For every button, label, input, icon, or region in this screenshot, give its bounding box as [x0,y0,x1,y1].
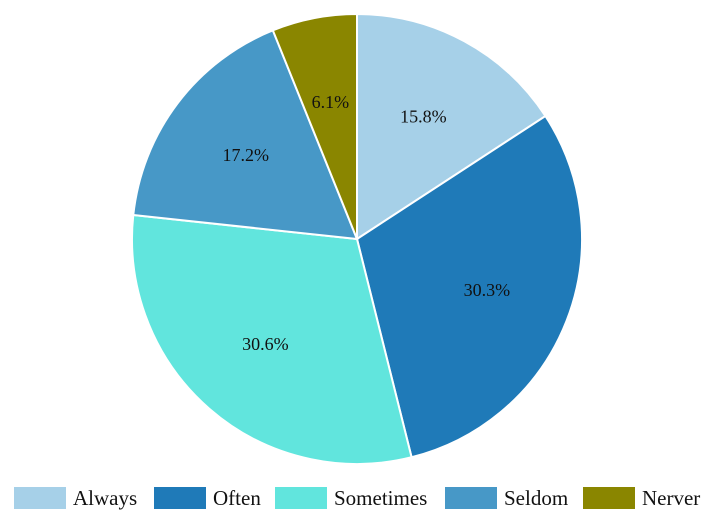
legend-item-nerver: Nerver [583,484,700,512]
pie-slice-sometimes [131,213,413,465]
legend-swatch-often [154,487,206,509]
pie-slice-often [355,114,583,459]
slice-label-always: 15.8% [400,106,447,126]
legend-label-often: Often [213,485,261,510]
legend-label-always: Always [73,485,138,510]
pie-slices [131,12,583,465]
pie-chart: 15.8% 30.3% 30.6% 17.2% 6.1% [131,12,583,465]
legend-label-nerver: Nerver [642,485,701,510]
legend-swatch-seldom [445,487,497,509]
legend-item-seldom: Seldom [445,484,568,512]
legend-item-often: Often [154,484,261,512]
slice-label-seldom: 17.2% [222,145,269,165]
legend: Always Often Sometimes Seldom Nerver [0,484,714,512]
slice-label-often: 30.3% [464,280,511,300]
legend-label-sometimes: Sometimes [334,485,428,510]
pie-slice-nerver [271,12,358,240]
legend-swatch-always [14,487,66,509]
legend-label-seldom: Seldom [504,485,569,510]
pie-labels: 15.8% 30.3% 30.6% 17.2% 6.1% [222,92,510,354]
pie-slice-always [356,12,547,241]
slice-label-nerver: 6.1% [312,92,350,112]
slice-label-sometimes: 30.6% [242,334,289,354]
pie-slice-seldom [132,29,359,241]
legend-swatch-sometimes [275,487,327,509]
legend-swatch-nerver [583,487,635,509]
legend-item-always: Always [14,484,137,512]
legend-item-sometimes: Sometimes [275,484,427,512]
